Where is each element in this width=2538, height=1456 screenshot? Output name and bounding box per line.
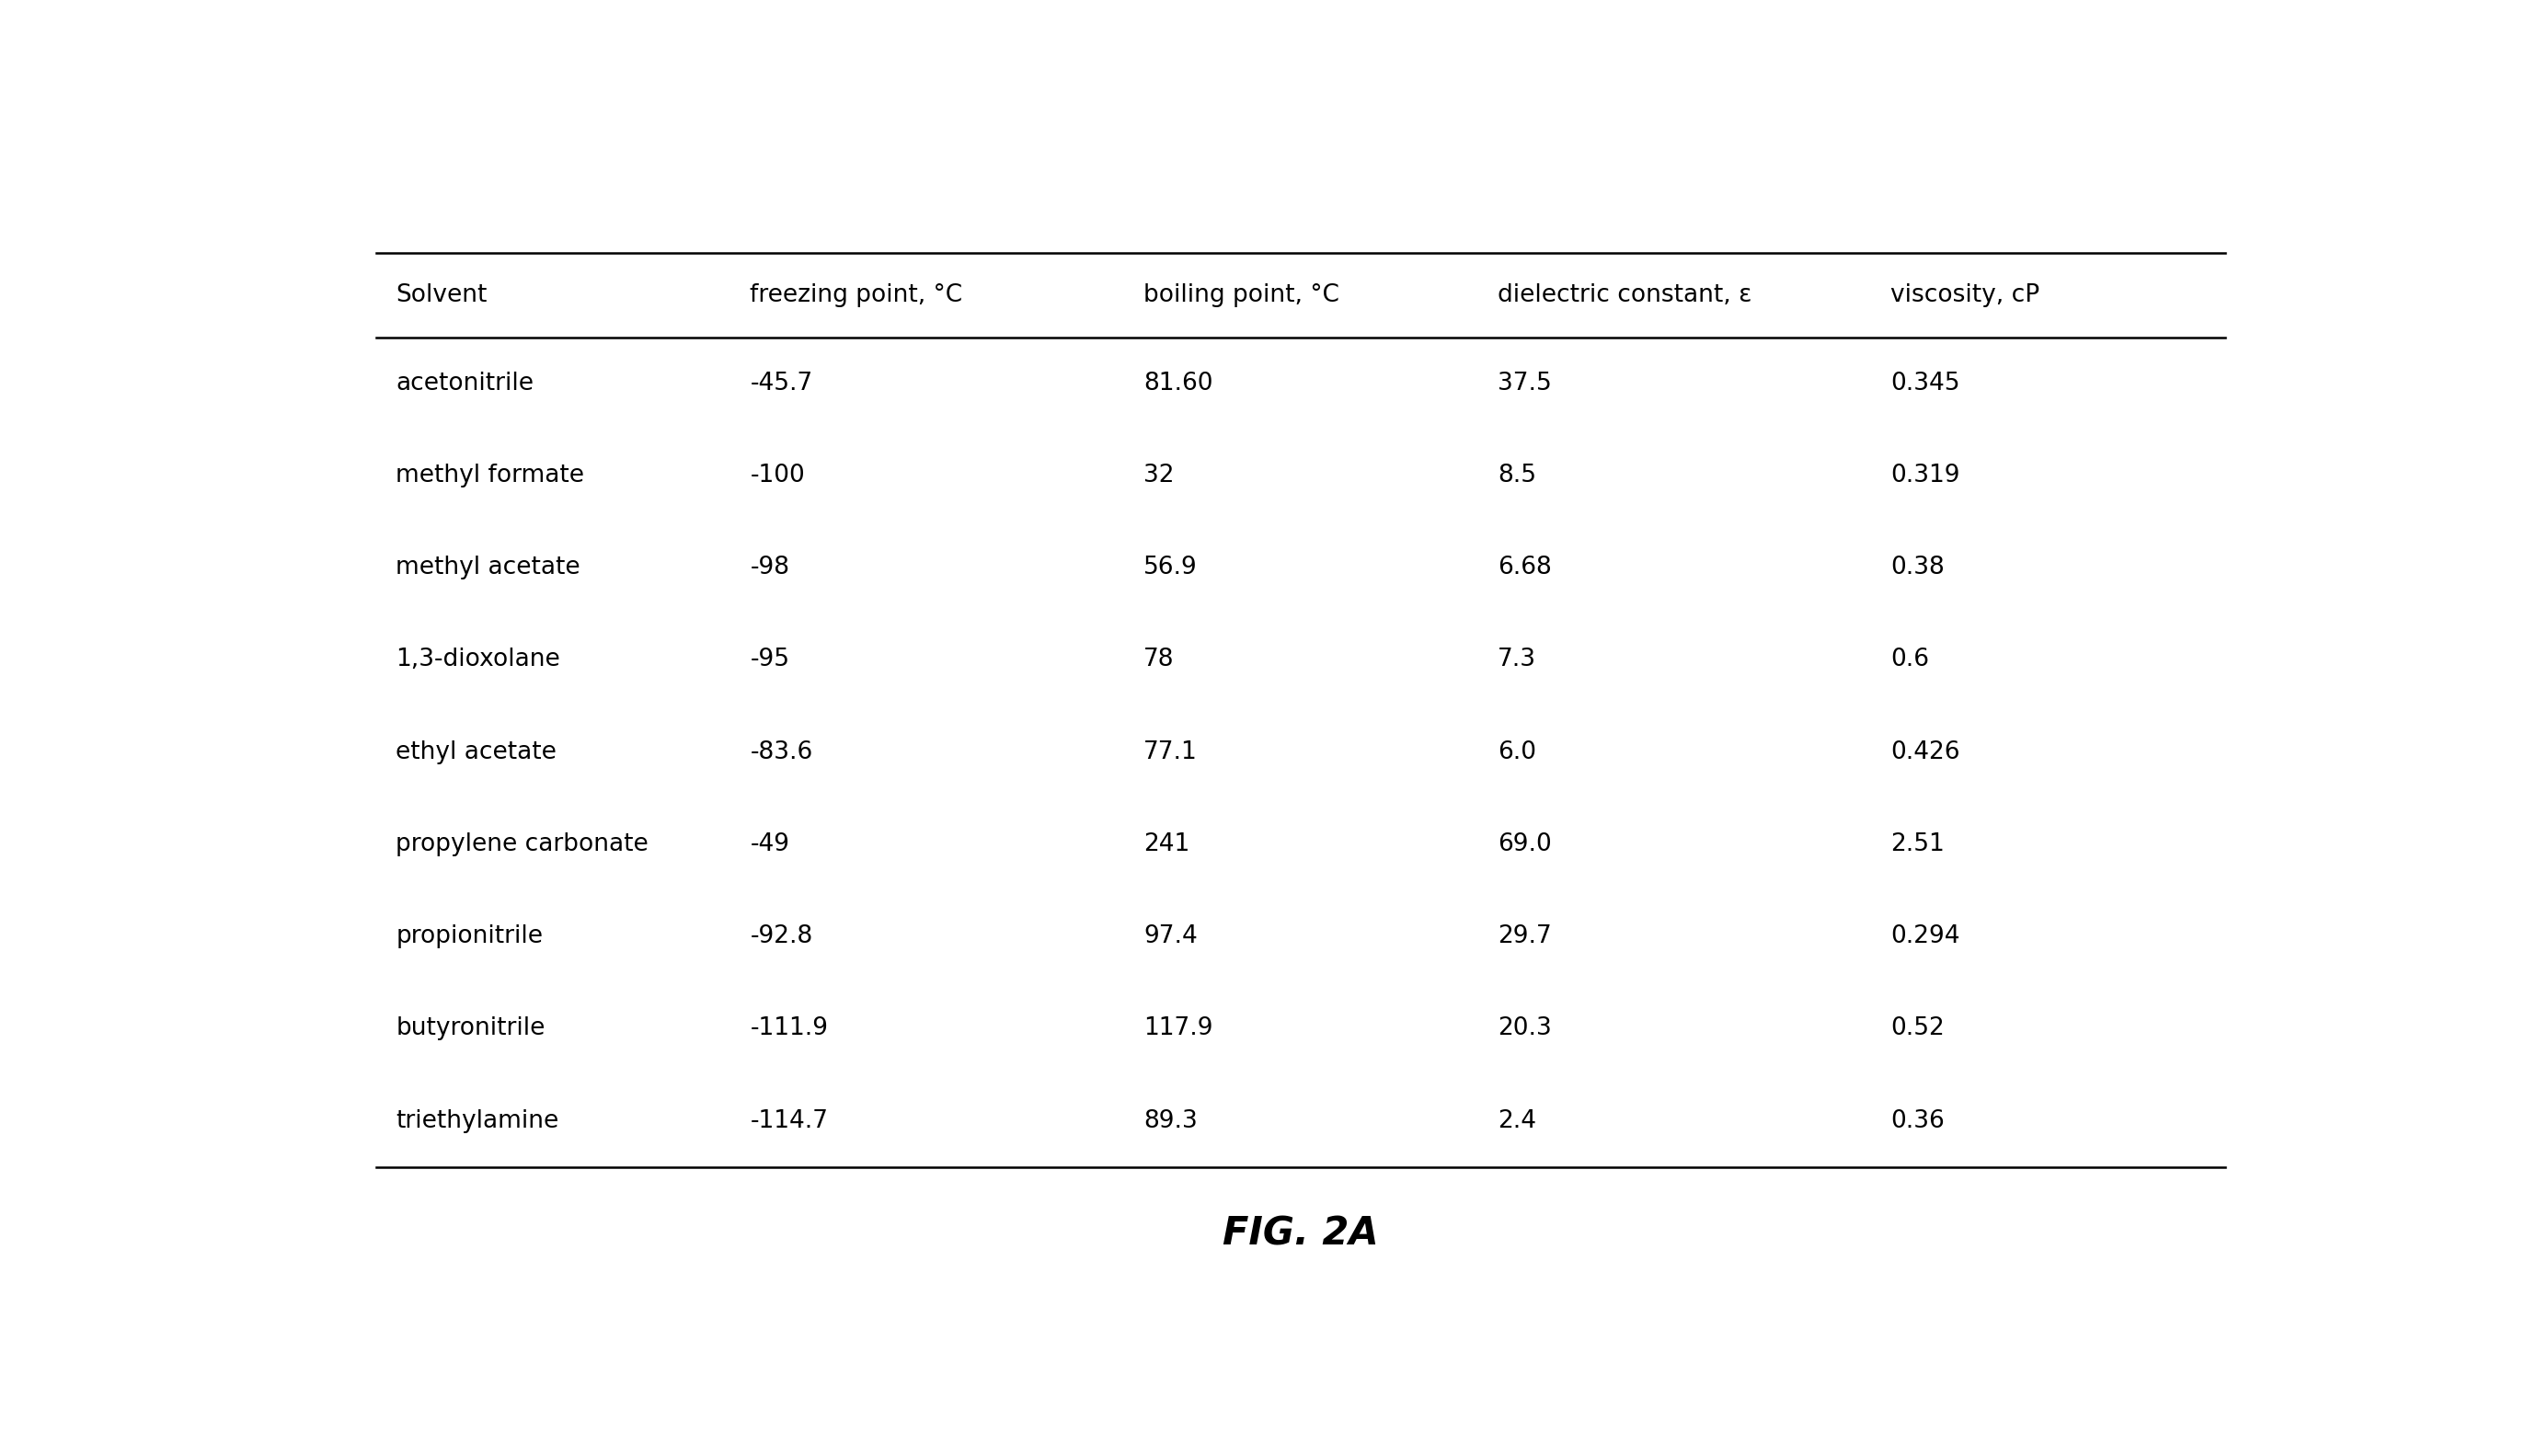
Text: 0.6: 0.6: [1891, 648, 1929, 671]
Text: -95: -95: [751, 648, 789, 671]
Text: 37.5: 37.5: [1497, 371, 1551, 396]
Text: viscosity, cP: viscosity, cP: [1891, 284, 2041, 307]
Text: propionitrile: propionitrile: [396, 925, 543, 948]
Text: acetonitrile: acetonitrile: [396, 371, 533, 396]
Text: methyl formate: methyl formate: [396, 463, 584, 488]
Text: freezing point, °C: freezing point, °C: [751, 284, 962, 307]
Text: 0.52: 0.52: [1891, 1016, 1944, 1041]
Text: 89.3: 89.3: [1142, 1109, 1198, 1133]
Text: 77.1: 77.1: [1142, 740, 1198, 764]
Text: 2.4: 2.4: [1497, 1109, 1535, 1133]
Text: 20.3: 20.3: [1497, 1016, 1551, 1041]
Text: -83.6: -83.6: [751, 740, 812, 764]
Text: 81.60: 81.60: [1142, 371, 1213, 396]
Text: 0.36: 0.36: [1891, 1109, 1944, 1133]
Text: -45.7: -45.7: [751, 371, 812, 396]
Text: 32: 32: [1142, 463, 1175, 488]
Text: -114.7: -114.7: [751, 1109, 827, 1133]
Text: -92.8: -92.8: [751, 925, 812, 948]
Text: 241: 241: [1142, 833, 1190, 856]
Text: 117.9: 117.9: [1142, 1016, 1213, 1041]
Text: FIG. 2A: FIG. 2A: [1223, 1214, 1378, 1254]
Text: 0.38: 0.38: [1891, 556, 1944, 579]
Text: -100: -100: [751, 463, 805, 488]
Text: 69.0: 69.0: [1497, 833, 1551, 856]
Text: triethylamine: triethylamine: [396, 1109, 558, 1133]
Text: 0.345: 0.345: [1891, 371, 1959, 396]
Text: 0.294: 0.294: [1891, 925, 1959, 948]
Text: boiling point, °C: boiling point, °C: [1142, 284, 1340, 307]
Text: 29.7: 29.7: [1497, 925, 1551, 948]
Text: Solvent: Solvent: [396, 284, 487, 307]
Text: 97.4: 97.4: [1142, 925, 1198, 948]
Text: 7.3: 7.3: [1497, 648, 1535, 671]
Text: 0.426: 0.426: [1891, 740, 1959, 764]
Text: propylene carbonate: propylene carbonate: [396, 833, 650, 856]
Text: 2.51: 2.51: [1891, 833, 1944, 856]
Text: 1,3-dioxolane: 1,3-dioxolane: [396, 648, 561, 671]
Text: methyl acetate: methyl acetate: [396, 556, 581, 579]
Text: 56.9: 56.9: [1142, 556, 1198, 579]
Text: 0.319: 0.319: [1891, 463, 1959, 488]
Text: 6.68: 6.68: [1497, 556, 1551, 579]
Text: dielectric constant, ε: dielectric constant, ε: [1497, 284, 1751, 307]
Text: ethyl acetate: ethyl acetate: [396, 740, 556, 764]
Text: 78: 78: [1142, 648, 1175, 671]
Text: -111.9: -111.9: [751, 1016, 827, 1041]
Text: -98: -98: [751, 556, 789, 579]
Text: -49: -49: [751, 833, 789, 856]
Text: 8.5: 8.5: [1497, 463, 1535, 488]
Text: 6.0: 6.0: [1497, 740, 1535, 764]
Text: butyronitrile: butyronitrile: [396, 1016, 546, 1041]
